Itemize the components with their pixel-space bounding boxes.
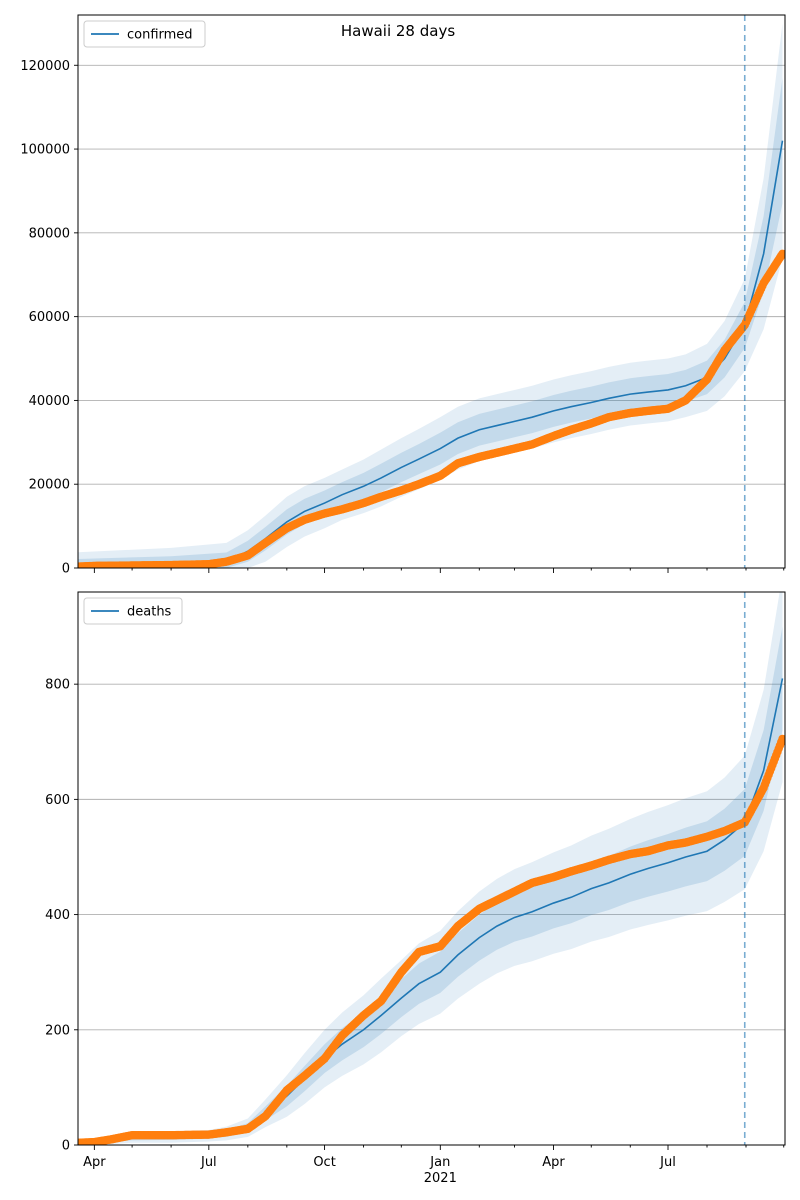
confidence-band-outer [78, 23, 783, 568]
y-tick-label: 0 [62, 562, 70, 577]
x-tick-label: Apr [83, 1155, 106, 1170]
plot-area [78, 592, 785, 1145]
confirmed-panel: 0 20000 40000 60000 80000 100000 120000 confirm… [20, 14, 786, 577]
legend: confirmed [83, 20, 206, 48]
model-line [78, 140, 784, 567]
x-tick-label: Apr [542, 1155, 565, 1170]
legend-label: deaths [127, 605, 172, 620]
y-tick-label: 200 [45, 1023, 70, 1038]
y-tick-label: 60000 [29, 310, 70, 325]
y-tick-label: 400 [45, 908, 70, 923]
legend-box [83, 20, 206, 48]
chart-title: Hawaii 28 days [341, 22, 455, 40]
y-tick-label: 0 [62, 1139, 70, 1154]
confidence-band-inner [78, 626, 783, 1144]
x-tick-label: Oct [313, 1155, 335, 1170]
y-tick-label: 80000 [29, 226, 70, 241]
legend-label: confirmed [127, 28, 193, 43]
x-tick-label: Jan [429, 1155, 450, 1170]
legend: deaths [83, 597, 183, 625]
x-tick-year-label: 2021 [424, 1171, 457, 1186]
observed-point [778, 249, 785, 258]
axes-frame [77, 14, 786, 569]
axes-frame [77, 591, 786, 1146]
confidence-band-outer [78, 592, 783, 1145]
x-tick-label: Jul [659, 1155, 676, 1170]
y-tick-label: 120000 [20, 59, 70, 74]
plot-area [78, 23, 785, 568]
y-tick-label: 20000 [29, 478, 70, 493]
legend-box [83, 597, 183, 625]
y-tick-label: 40000 [29, 394, 70, 409]
y-tick-label: 600 [45, 793, 70, 808]
deaths-panel: 0 200 400 600 800 Apr Jul Oct Jan Apr Jul 2021 death… [45, 591, 786, 1186]
y-tick-label: 800 [45, 678, 70, 693]
y-tick-label: 100000 [20, 143, 70, 158]
observed-point [778, 734, 785, 744]
x-tick-label: Jul [200, 1155, 217, 1170]
